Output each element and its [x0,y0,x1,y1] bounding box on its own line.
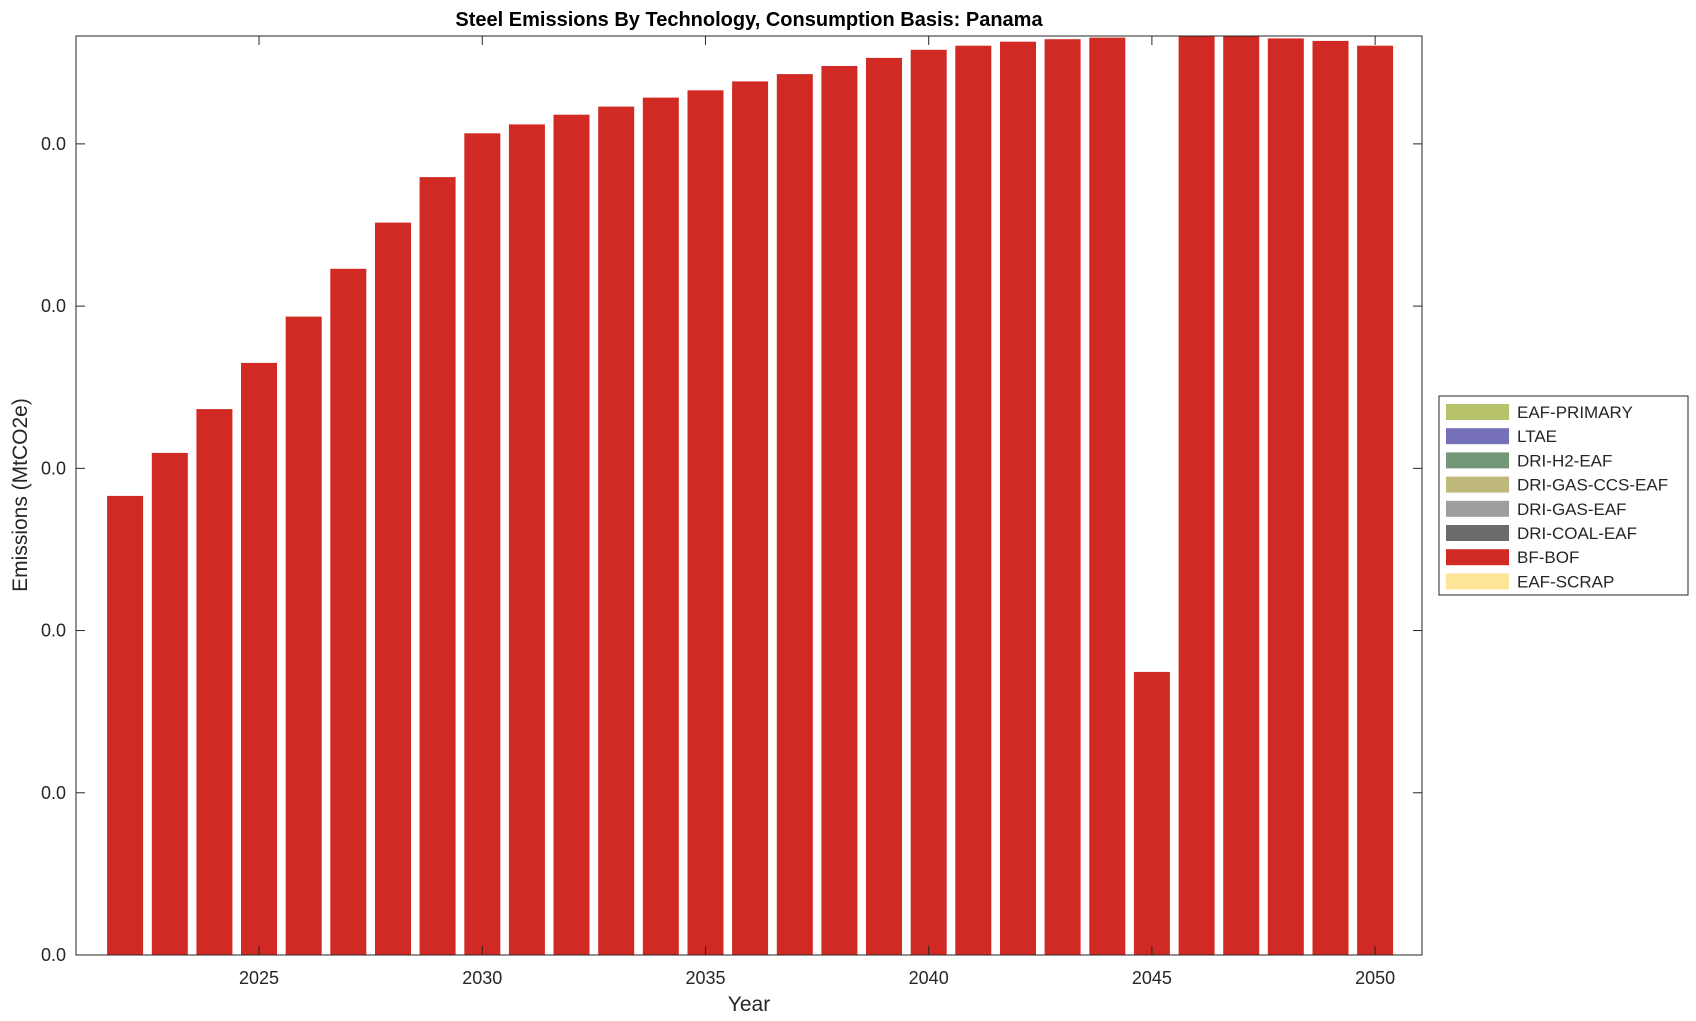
bar-bf-bof-2032 [553,114,590,955]
legend-swatch [1446,428,1509,445]
bar-bf-bof-2041 [955,45,992,955]
legend-label: DRI-GAS-EAF [1517,500,1627,519]
bar-bf-bof-2047 [1223,36,1260,955]
legend-swatch [1446,500,1509,517]
bar-bf-bof-2040 [910,49,947,956]
bar-bf-bof-2024 [196,409,233,956]
y-tick-label: 0.0 [41,783,66,803]
legend-label: DRI-H2-EAF [1517,451,1612,470]
bar-bf-bof-2046 [1178,36,1215,955]
legend-swatch [1446,525,1509,541]
axis-ticks [76,36,1422,956]
legend-item-bf-bof: BF-BOF [1446,548,1579,567]
x-tick-label: 2040 [909,968,949,988]
y-axis-label: Emissions (MtCO2e) [9,398,32,592]
legend-swatch [1446,476,1509,493]
bar-bf-bof-2038 [821,66,858,955]
bar-bf-bof-2028 [375,222,411,956]
bar-bf-bof-2035 [687,90,724,956]
legend-label: BF-BOF [1517,548,1579,567]
legend: EAF-PRIMARY LTAE DRI-H2-EAF DRI-GAS-CCS-EAF… [1438,395,1689,596]
legend-label: EAF-PRIMARY [1517,403,1633,422]
bar-bf-bof-2029 [419,177,456,956]
bar-bf-bof-2036 [732,81,769,955]
y-tick-label: 0.0 [41,296,66,316]
bar-bf-bof-2025 [241,362,277,955]
bar-bf-bof-2023 [151,452,188,955]
bar-bf-bof-2034 [642,97,679,956]
x-tick-label: 2025 [239,968,279,988]
bar-bf-bof-2048 [1267,38,1304,955]
legend-label: DRI-COAL-EAF [1517,524,1637,543]
legend-item-ltae: LTAE [1446,427,1557,446]
legend-swatch [1446,549,1509,566]
x-tick-label: 2030 [462,968,502,988]
legend-swatch [1446,404,1509,420]
x-tick-label: 2050 [1355,968,1395,988]
plot-area-frame [75,35,1423,956]
legend-item-dri-coal-eaf: DRI-COAL-EAF [1446,524,1637,543]
bar-bf-bof-2049 [1312,40,1349,955]
y-tick-label: 0.0 [41,458,66,478]
tick-labels: 2025 2030 2035 2040 2045 2050 0.0 0.0 0.0 0.0 0.0 0… [41,134,1395,988]
bar-bf-bof-2033 [598,106,635,956]
bar-bf-bof-2050 [1357,45,1394,955]
legend-label: EAF-SCRAP [1517,572,1614,591]
bar-bf-bof-2030 [464,133,501,956]
bar-bf-bof-2027 [330,268,367,955]
bar-bf-bof-2045 [1133,671,1170,955]
y-tick-label: 0.0 [41,134,66,154]
y-tick-label: 0.0 [41,945,66,965]
bar-bf-bof-2039 [866,57,902,955]
bar-bf-bof-2042 [1000,41,1036,955]
bar-bf-bof-2031 [508,124,545,955]
legend-swatch [1446,573,1509,590]
bar-bf-bof-2037 [776,74,813,956]
y-tick-label: 0.0 [41,621,66,641]
bar-bf-bof-2044 [1089,37,1126,956]
chart-title: Steel Emissions By Technology, Consumpti… [455,9,1043,31]
legend-label: LTAE [1517,427,1557,446]
legend-item-dri-gas-ccs-eaf: DRI-GAS-CCS-EAF [1446,476,1668,495]
legend-item-dri-gas-eaf: DRI-GAS-EAF [1446,500,1627,519]
legend-label: DRI-GAS-CCS-EAF [1517,476,1668,495]
bar-bf-bof-2043 [1044,39,1081,955]
legend-items: EAF-PRIMARY LTAE DRI-H2-EAF DRI-GAS-CCS-EAF… [1446,403,1668,591]
legend-item-eaf-scrap: EAF-SCRAP [1446,572,1614,591]
bar-bf-bof-2026 [285,316,322,956]
x-axis-label: Year [728,993,770,1016]
bars-layer [107,36,1394,956]
legend-swatch [1446,452,1509,469]
legend-item-eaf-primary: EAF-PRIMARY [1446,403,1633,422]
x-tick-label: 2045 [1132,968,1172,988]
x-tick-label: 2035 [685,968,725,988]
bar-bf-bof-2022 [107,495,144,955]
legend-item-dri-h2-eaf: DRI-H2-EAF [1446,451,1612,470]
